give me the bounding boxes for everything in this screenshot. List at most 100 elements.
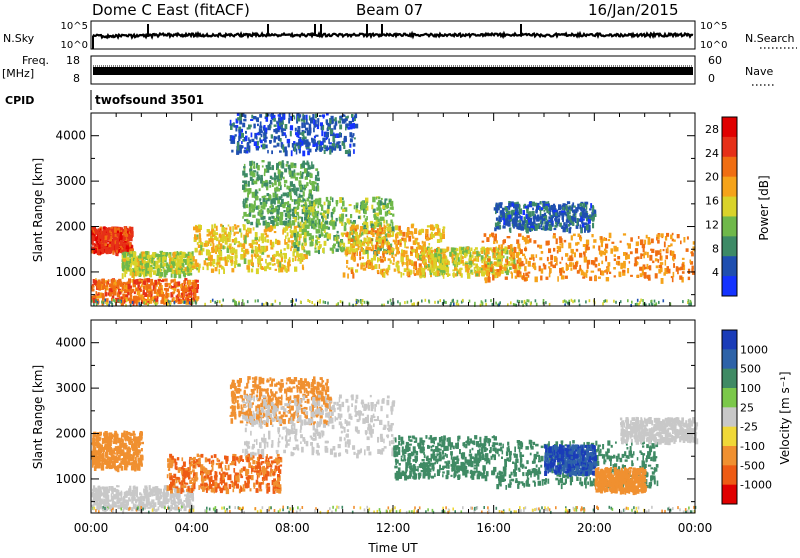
- power-data-cell: [428, 243, 430, 246]
- power-data-cell: [499, 301, 501, 304]
- power-data-cell: [245, 204, 248, 208]
- power-data-cell: [400, 239, 402, 242]
- power-data-cell: [656, 265, 659, 268]
- power-data-cell: [305, 243, 307, 245]
- power-data-cell: [141, 280, 143, 283]
- power-data-cell: [434, 264, 437, 269]
- power-data-cell: [302, 229, 305, 235]
- power-data-cell: [312, 141, 314, 143]
- power-data-cell: [246, 151, 248, 154]
- power-data-cell: [269, 267, 272, 270]
- power-data-cell: [427, 225, 430, 227]
- power-data-cell: [598, 277, 601, 279]
- y-tick-label: 1000: [55, 265, 86, 279]
- power-data-cell: [497, 255, 501, 260]
- power-data-cell: [575, 207, 577, 213]
- power-data-cell: [136, 267, 139, 270]
- power-data-cell: [680, 267, 683, 271]
- power-data-cell: [316, 146, 318, 150]
- power-data-cell: [414, 228, 417, 234]
- power-data-cell: [363, 267, 366, 270]
- power-data-cell: [308, 217, 311, 222]
- power-data-cell: [688, 303, 690, 306]
- power-data-cell: [279, 162, 281, 164]
- power-data-cell: [508, 261, 511, 266]
- power-data-cell: [289, 257, 291, 260]
- power-data-cell: [661, 278, 664, 284]
- power-data-cell: [532, 211, 535, 216]
- power-data-cell: [277, 194, 279, 198]
- power-data-cell: [104, 299, 106, 302]
- power-data-cell: [260, 208, 262, 213]
- power-data-cell: [476, 251, 478, 257]
- power-data-cell: [614, 254, 616, 257]
- power-data-cell: [415, 238, 419, 241]
- power-data-cell: [279, 302, 281, 305]
- power-data-cell: [93, 303, 95, 306]
- power-data-cell: [351, 269, 353, 274]
- power-data-cell: [546, 210, 548, 213]
- power-data-cell: [416, 253, 418, 259]
- power-data-cell: [234, 232, 236, 235]
- power-data-cell: [307, 198, 309, 201]
- power-data-cell: [255, 237, 259, 240]
- power-data-cell: [568, 207, 570, 210]
- power-data-cell: [284, 253, 287, 259]
- power-data-cell: [272, 209, 275, 212]
- power-data-cell: [584, 222, 587, 225]
- power-data-cell: [172, 262, 175, 266]
- nsearch-label: N.Search: [745, 32, 795, 45]
- power-data-cell: [327, 302, 329, 305]
- power-data-cell: [283, 193, 286, 197]
- power-data-cell: [174, 301, 176, 304]
- power-data-cell: [432, 269, 435, 272]
- power-data-cell: [391, 207, 393, 210]
- power-data-cell: [133, 252, 136, 257]
- power-data-cell: [572, 223, 574, 226]
- power-data-cell: [527, 204, 529, 207]
- power-data-cell: [263, 221, 266, 226]
- power-data-cell: [276, 222, 279, 226]
- power-data-cell: [143, 254, 145, 257]
- power-data-cell: [303, 206, 305, 212]
- power-data-cell: [388, 245, 391, 250]
- power-data-cell: [166, 252, 168, 255]
- power-data-cell: [258, 205, 260, 209]
- power-data-cell: [259, 114, 262, 118]
- power-data-cell: [229, 246, 231, 250]
- power-data-cell: [637, 299, 639, 302]
- power-data-cell: [377, 203, 379, 205]
- power-data-cell: [565, 300, 567, 303]
- power-data-cell: [443, 226, 445, 232]
- power-data-cell: [281, 199, 284, 204]
- power-data-cell: [672, 233, 674, 235]
- power-data-cell: [380, 270, 382, 274]
- power-data-cell: [229, 124, 232, 126]
- power-data-cell: [229, 256, 232, 260]
- power-data-cell: [547, 257, 549, 261]
- power-data-cell: [268, 164, 270, 170]
- power-data-cell: [340, 300, 342, 303]
- power-data-cell: [650, 249, 652, 251]
- power-data-cell: [108, 279, 110, 282]
- power-data-cell: [350, 140, 353, 142]
- power-data-cell: [384, 257, 386, 261]
- power-data-cell: [168, 264, 170, 267]
- power-data-cell: [341, 218, 344, 222]
- power-data-cell: [638, 303, 640, 306]
- power-data-cell: [225, 241, 228, 245]
- power-data-cell: [210, 244, 212, 247]
- power-data-cell: [396, 262, 399, 268]
- power-data-cell: [579, 253, 582, 258]
- power-data-cell: [588, 219, 591, 224]
- power-data-cell: [352, 222, 355, 224]
- power-data-cell: [262, 165, 264, 167]
- power-data-cell: [573, 217, 576, 221]
- power-data-cell: [102, 279, 105, 285]
- power-data-cell: [149, 272, 152, 277]
- power-data-cell: [219, 234, 222, 238]
- power-data-cell: [266, 117, 269, 122]
- power-data-cell: [530, 302, 532, 305]
- power-data-cell: [140, 265, 142, 268]
- power-data-cell: [195, 300, 197, 303]
